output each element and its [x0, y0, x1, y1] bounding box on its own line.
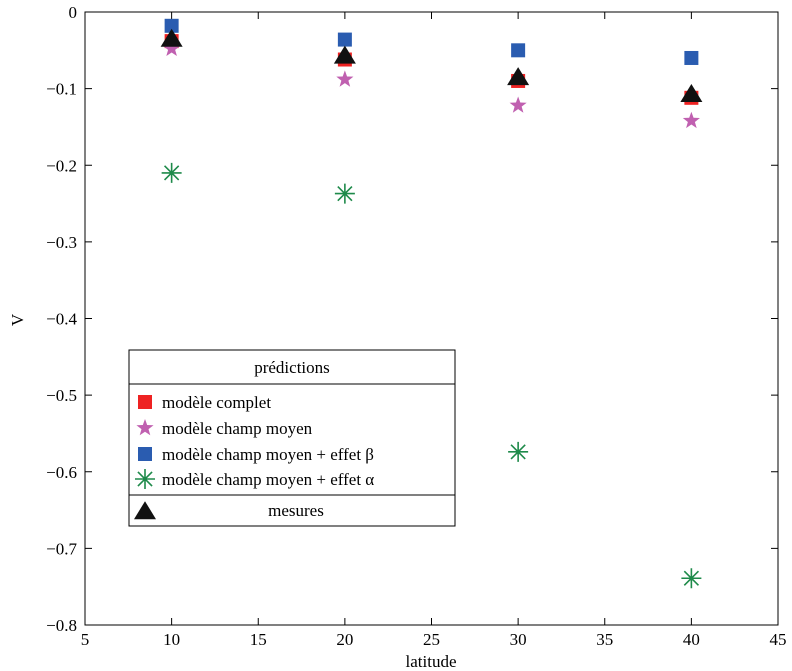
x-tick-label: 35	[596, 630, 613, 649]
y-tick-label: −0.2	[46, 156, 77, 175]
data-point	[508, 441, 529, 462]
legend-entry: modèle champ moyen	[162, 419, 313, 438]
legend: prédictions modèle complet modèle champ mo…	[128, 349, 456, 527]
x-tick-label: 45	[770, 630, 787, 649]
data-point	[682, 111, 700, 129]
legend-entry: modèle complet	[162, 393, 271, 412]
y-tick-label: −0.5	[46, 386, 77, 405]
data-point	[684, 50, 699, 65]
y-tick-label: −0.3	[46, 233, 77, 252]
data-point	[681, 568, 702, 589]
data-point	[509, 96, 527, 113]
x-tick-label: 20	[336, 630, 353, 649]
data-point	[164, 18, 179, 33]
data-point	[507, 67, 530, 86]
legend-entry: modèle champ moyen + effet α	[162, 470, 374, 489]
data-point	[160, 28, 183, 47]
y-tick-label: −0.7	[46, 539, 77, 558]
plot-frame	[84, 11, 779, 626]
y-axis-label: V	[8, 313, 27, 326]
x-axis-label: latitude	[406, 652, 457, 671]
data-point	[333, 45, 356, 64]
x-tick-label: 30	[510, 630, 527, 649]
legend-entry: mesures	[268, 501, 324, 520]
legend-marker	[138, 447, 152, 461]
data-point	[680, 83, 703, 102]
legend-marker	[134, 501, 156, 520]
plot-area: 5 10 15 20 25 30 35 40 45 0 −0.1 −0.2 −0.3 −0.4 −0.5 −0…	[46, 3, 786, 649]
legend-title: prédictions	[254, 358, 330, 377]
data-point	[163, 39, 181, 57]
y-tick-label: 0	[69, 3, 78, 22]
y-tick-label: −0.4	[46, 310, 77, 329]
y-tick-label: −0.1	[46, 80, 77, 99]
x-tick-label: 10	[163, 630, 180, 649]
x-tick-label: 5	[81, 630, 90, 649]
data-point	[161, 162, 182, 183]
y-tick-label: −0.8	[46, 616, 77, 635]
data-point	[337, 32, 352, 47]
legend-marker	[136, 419, 154, 436]
x-tick-label: 15	[250, 630, 267, 649]
x-tick-label: 40	[683, 630, 700, 649]
legend-marker	[135, 469, 155, 489]
legend-entry: modèle champ moyen + effet β	[162, 445, 374, 464]
data-point	[511, 43, 526, 58]
legend-marker	[138, 395, 152, 409]
data-point	[334, 183, 355, 204]
legend-box	[128, 349, 456, 527]
y-tick-label: −0.6	[46, 463, 77, 482]
x-tick-label: 25	[423, 630, 440, 649]
data-point	[336, 70, 354, 87]
